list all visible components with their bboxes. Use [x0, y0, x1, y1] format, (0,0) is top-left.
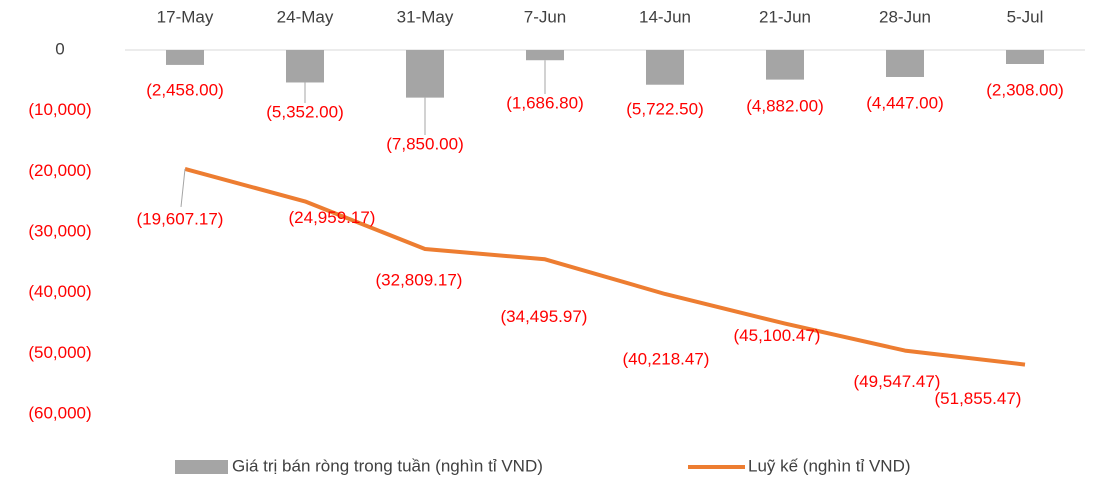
y-tick-label: (10,000)	[28, 100, 91, 119]
bar	[406, 50, 444, 98]
data-label: (2,458.00)	[146, 80, 224, 99]
x-tick-label: 17-May	[157, 7, 214, 26]
bar	[766, 50, 804, 80]
y-tick-label: (60,000)	[28, 403, 91, 422]
data-label: (45,100.47)	[734, 326, 821, 345]
bar	[166, 50, 204, 65]
x-tick-label: 21-Jun	[759, 7, 811, 26]
data-label: (24,959.17)	[289, 208, 376, 227]
data-label: (5,722.50)	[626, 99, 704, 118]
data-label: (51,855.47)	[935, 389, 1022, 408]
data-label: (19,607.17)	[137, 209, 224, 228]
legend-label: Luỹ kế (nghìn tỉ VND)	[748, 456, 911, 475]
x-tick-label: 24-May	[277, 7, 334, 26]
bar	[886, 50, 924, 77]
data-label: (2,308.00)	[986, 80, 1064, 99]
legend-label: Giá trị bán ròng trong tuần (nghìn tỉ VN…	[232, 456, 543, 475]
leader-line	[180, 168, 186, 208]
data-label: (5,352.00)	[266, 102, 344, 121]
data-label: (40,218.47)	[623, 349, 710, 368]
y-tick-label: (40,000)	[28, 282, 91, 301]
bar	[526, 50, 564, 61]
bar	[286, 50, 324, 83]
bar	[1006, 50, 1044, 65]
data-label: (49,547.47)	[854, 372, 941, 391]
y-tick-label: (20,000)	[28, 161, 91, 180]
y-tick-label: (50,000)	[28, 343, 91, 362]
line	[184, 167, 1026, 367]
data-label: (4,447.00)	[866, 93, 944, 112]
y-tick-label: (30,000)	[28, 221, 91, 240]
x-tick-label: 14-Jun	[639, 7, 691, 26]
x-tick-label: 5-Jul	[1007, 7, 1044, 26]
x-tick-label: 28-Jun	[879, 7, 931, 26]
data-label: (34,495.97)	[501, 307, 588, 326]
x-tick-label: 7-Jun	[524, 7, 567, 26]
x-tick-label: 31-May	[397, 7, 454, 26]
data-label: (4,882.00)	[746, 96, 824, 115]
data-label: (1,686.80)	[506, 93, 584, 112]
data-label: (7,850.00)	[386, 134, 464, 153]
data-label: (32,809.17)	[376, 271, 463, 290]
y-tick-label: 0	[55, 39, 64, 58]
bar	[646, 50, 684, 85]
legend-swatch	[175, 460, 228, 474]
